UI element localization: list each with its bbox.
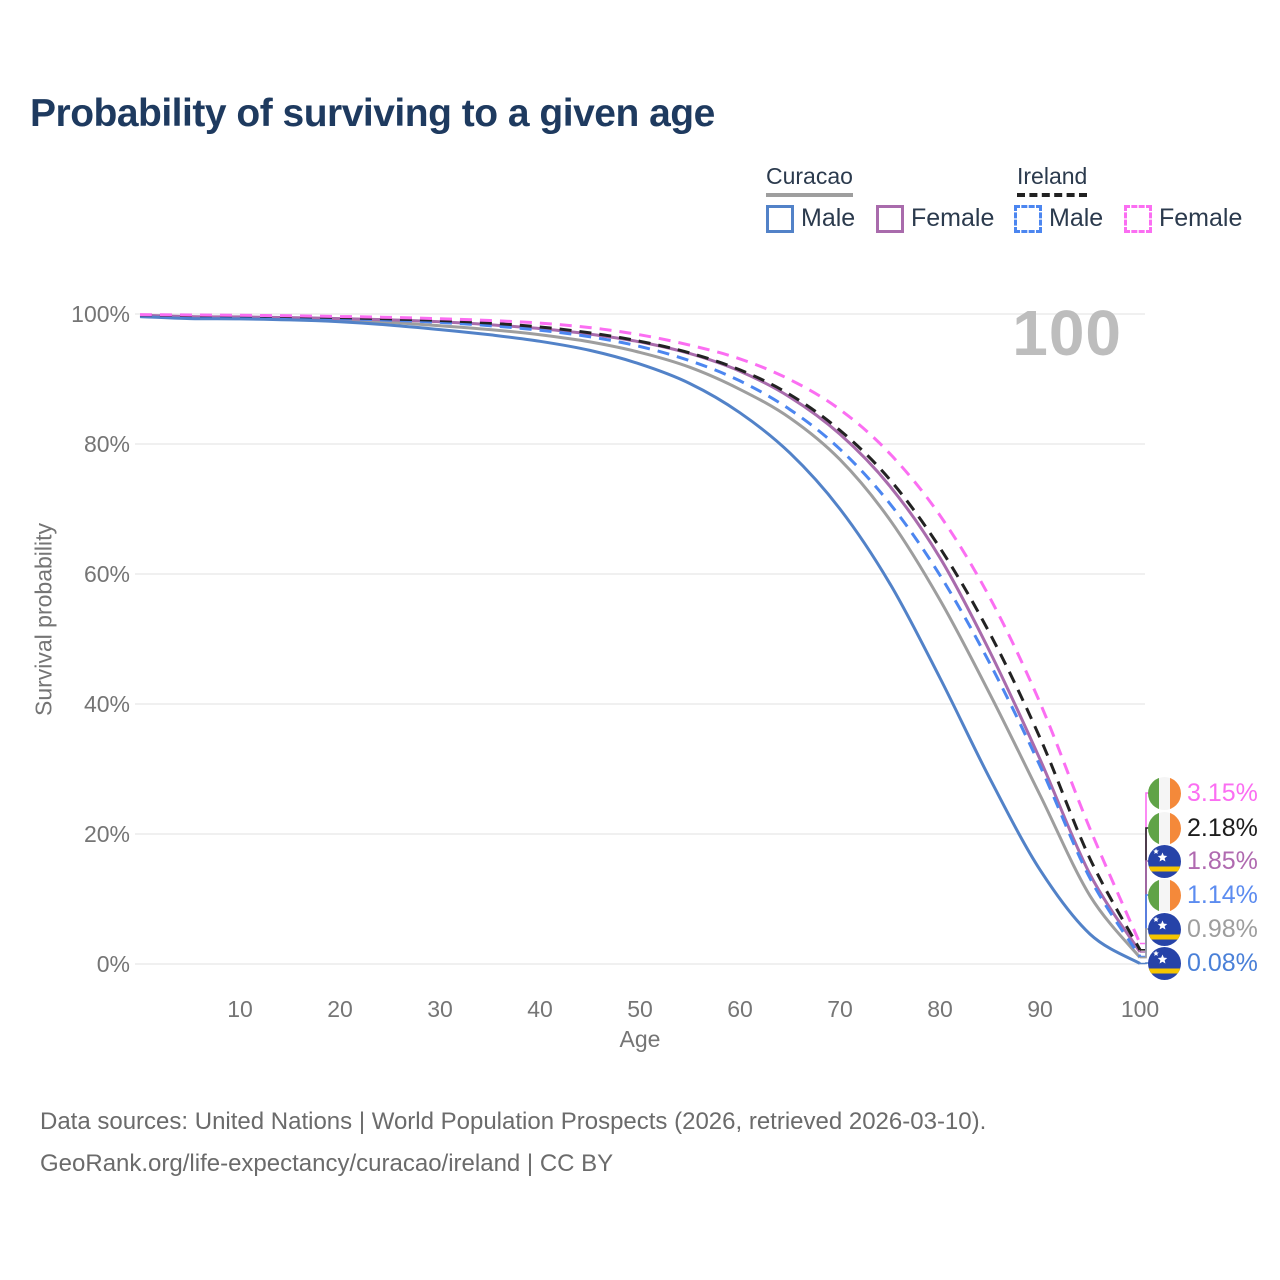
endpoint-label-row-ireland_male: 1.14% (1148, 878, 1258, 912)
ireland-flag-icon (1148, 878, 1181, 912)
endpoint-value: 0.08% (1187, 948, 1258, 977)
legend-item-ireland-male[interactable]: Male (1014, 204, 1103, 233)
legend-label: Male (1049, 204, 1104, 232)
endpoint-value: 2.18% (1187, 813, 1258, 842)
legend-swatch-ireland-female-icon (1124, 204, 1152, 233)
footer-source-line: Data sources: United Nations | World Pop… (40, 1108, 987, 1135)
endpoint-value: 1.14% (1187, 880, 1258, 909)
legend-item-ireland-female[interactable]: Female (1124, 204, 1242, 233)
y-tick-label: 40% (83, 691, 130, 717)
endpoint-value: 0.98% (1187, 914, 1258, 943)
x-tick-label: 40 (527, 996, 553, 1022)
curacao-flag-icon (1148, 912, 1181, 946)
legend-label: Female (1159, 204, 1243, 232)
curacao-flag-icon (1148, 946, 1181, 980)
endpoint-label-row-ireland_total: 2.18% (1148, 811, 1258, 845)
legend-group-title-ireland: Ireland (1017, 163, 1088, 197)
x-tick-label: 90 (1027, 996, 1053, 1022)
ireland-flag-icon (1148, 776, 1181, 810)
series-line-ireland_total[interactable] (139, 313, 1142, 951)
legend-group-title-curacao: Curacao (766, 163, 853, 197)
x-tick-label: 10 (227, 996, 253, 1022)
endpoint-label-row-curacao_male: 0.08% (1148, 946, 1258, 980)
ireland-flag-icon (1148, 811, 1181, 845)
x-tick-label: 80 (927, 996, 953, 1022)
x-axis-title: Age (619, 1026, 661, 1052)
legend-item-curacao-male[interactable]: Male (766, 204, 855, 233)
series-line-ireland_male[interactable] (139, 313, 1142, 958)
legend-swatch-curacao-male-icon (766, 204, 794, 233)
y-axis-title: Survival probability (30, 522, 57, 717)
series-line-curacao_total[interactable] (139, 314, 1142, 959)
endpoint-value: 1.85% (1187, 846, 1258, 875)
x-tick-label: 70 (827, 996, 853, 1022)
x-tick-label: 100 (1120, 996, 1160, 1022)
y-tick-label: 20% (83, 821, 130, 847)
series-line-ireland_female[interactable] (139, 313, 1142, 945)
x-tick-label: 50 (627, 996, 653, 1022)
footer-credit-line: GeoRank.org/life-expectancy/curacao/irel… (40, 1150, 614, 1177)
endpoint-label-row-curacao_total: 0.98% (1148, 912, 1258, 946)
y-tick-label: 100% (71, 301, 130, 327)
curacao-flag-icon (1148, 844, 1181, 878)
legend-swatch-curacao-female-icon (876, 204, 904, 233)
y-tick-label: 60% (83, 561, 130, 587)
x-tick-label: 20 (327, 996, 353, 1022)
y-tick-label: 80% (83, 431, 130, 457)
endpoint-label-row-curacao_female: 1.85% (1148, 844, 1258, 878)
chart-title: Probability of surviving to a given age (30, 92, 715, 135)
series-line-curacao_female[interactable] (139, 313, 1142, 953)
watermark-100: 100 (1012, 297, 1122, 369)
legend-label: Female (911, 204, 995, 232)
series-line-curacao_male[interactable] (139, 315, 1141, 965)
x-tick-label: 30 (427, 996, 453, 1022)
x-tick-label: 60 (727, 996, 753, 1022)
endpoint-label-row-ireland_female: 3.15% (1148, 776, 1258, 810)
legend-item-curacao-female[interactable]: Female (876, 204, 994, 233)
legend-label: Male (801, 204, 856, 232)
y-tick-label: 0% (96, 951, 130, 977)
endpoint-value: 3.15% (1187, 778, 1258, 807)
legend-swatch-ireland-male-icon (1014, 204, 1042, 233)
